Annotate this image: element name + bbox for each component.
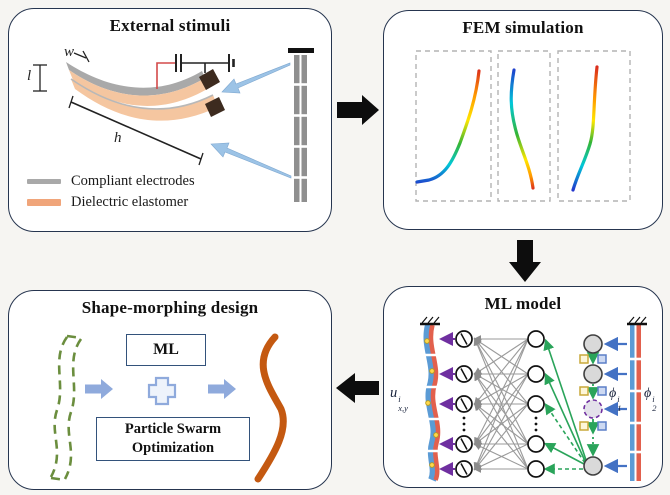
dim-label-l: l	[27, 68, 32, 84]
elastomer-layer-bottom	[71, 79, 218, 121]
fem-frame-2	[497, 50, 551, 202]
process-arrow-1	[85, 379, 113, 399]
fem-curve-2	[509, 68, 535, 190]
panel-external-stimuli: External stimuli w l h Compliant electro…	[8, 8, 332, 232]
ml-box: ML	[126, 334, 206, 366]
feature-squares	[579, 354, 607, 431]
fem-frame-1	[415, 50, 492, 202]
displacement-beam	[420, 316, 444, 482]
hidden-layer-nodes	[455, 330, 473, 478]
fem-curve-3	[571, 65, 599, 192]
feature-node-2	[583, 364, 603, 384]
morphed-shape-result	[254, 333, 287, 483]
plus-sign	[147, 376, 177, 406]
beam-fixed-support	[420, 316, 440, 326]
flow-arrow-down	[509, 240, 541, 282]
displacement-label: u i x,y	[390, 385, 408, 413]
stack-cap	[288, 48, 314, 53]
h-line	[70, 101, 202, 160]
panel-title-fem: FEM simulation	[462, 18, 584, 37]
shape-morphing-graphic	[49, 333, 287, 483]
voltage-circuit	[156, 54, 235, 89]
beam-tip-clamp-top	[199, 69, 220, 90]
bimorph-beam	[66, 62, 225, 121]
feature-node-dashed	[583, 399, 603, 419]
target-outline-right	[63, 338, 83, 480]
output-arrows	[439, 332, 455, 476]
w-tick	[73, 52, 87, 59]
dim-label-h: h	[114, 130, 122, 146]
legend-swatch-orange	[27, 199, 61, 206]
panel-shape-morphing: Shape-morphing design ML Particle Swarm …	[8, 290, 332, 490]
bar-segment-gaps	[629, 357, 642, 454]
dimension-marks	[33, 50, 204, 166]
stimulus-arrow-bottom	[210, 142, 292, 179]
stimulus-arrows	[210, 62, 292, 179]
ellipsis-dots	[462, 416, 538, 432]
pso-box: Particle Swarm Optimization	[96, 417, 250, 461]
stimulus-bars	[627, 316, 647, 481]
target-shape-dashed	[49, 334, 83, 482]
activation-slashes	[460, 333, 468, 475]
fem-curve-1	[415, 69, 481, 184]
target-cap-top	[66, 334, 82, 340]
panel-title-external: External stimuli	[109, 16, 231, 35]
dim-label-w: w	[64, 44, 75, 60]
fem-dashed-frames	[415, 50, 631, 202]
bar-red	[636, 325, 641, 481]
segmented-electrode-stack	[288, 48, 314, 202]
fem-simulation-graphic	[415, 50, 631, 202]
w-end-tick	[82, 50, 90, 63]
stack-segment-gaps	[293, 83, 308, 179]
legend-item-electrodes: Compliant electrodes	[27, 171, 195, 192]
fem-deformed-shapes	[415, 65, 599, 192]
h-tick-end	[198, 152, 204, 166]
fem-frame-3	[557, 50, 631, 202]
stimulus-arrow-top	[221, 62, 291, 94]
feature-node-1	[583, 334, 603, 354]
nn-connections	[473, 335, 529, 473]
external-stimuli-graphic	[33, 48, 314, 202]
beam-node-dots	[424, 338, 439, 468]
beam-segment-gaps	[422, 353, 444, 453]
flow-arrow-right	[337, 95, 379, 125]
legend-label: Dielectric elastomer	[71, 194, 189, 210]
panel-fem-simulation: FEM simulation	[383, 10, 663, 230]
electrode-layer	[66, 62, 205, 96]
black-wire	[181, 62, 229, 73]
process-arrows	[85, 379, 236, 399]
input-layer-nodes	[527, 330, 545, 478]
h-tick-start	[68, 95, 74, 109]
legend: Compliant electrodes Dielectric elastome…	[27, 171, 195, 213]
middle-electrode-line	[70, 78, 214, 110]
panel-title-ml: ML model	[484, 294, 562, 313]
bars-fixed-support	[627, 316, 647, 326]
legend-swatch-gray	[27, 179, 61, 184]
input-arrows	[603, 336, 627, 474]
feature-arrows	[543, 338, 587, 475]
target-outline-left	[49, 336, 69, 478]
bar-blue	[630, 325, 635, 481]
feature-node-bottom	[583, 456, 603, 476]
ml-model-graphic	[420, 316, 647, 482]
stack-column-right	[301, 55, 307, 202]
panel-title-shape: Shape-morphing design	[81, 298, 259, 317]
red-wire	[156, 62, 175, 89]
legend-item-elastomer: Dielectric elastomer	[27, 192, 195, 213]
process-arrow-2	[208, 379, 236, 399]
legend-label: Compliant electrodes	[71, 173, 195, 189]
flow-arrow-left	[336, 373, 379, 403]
stack-column-left	[294, 55, 300, 202]
target-cap-bottom	[50, 476, 66, 482]
beam-tip-clamp-bottom	[205, 97, 225, 117]
feature-column	[579, 334, 607, 476]
